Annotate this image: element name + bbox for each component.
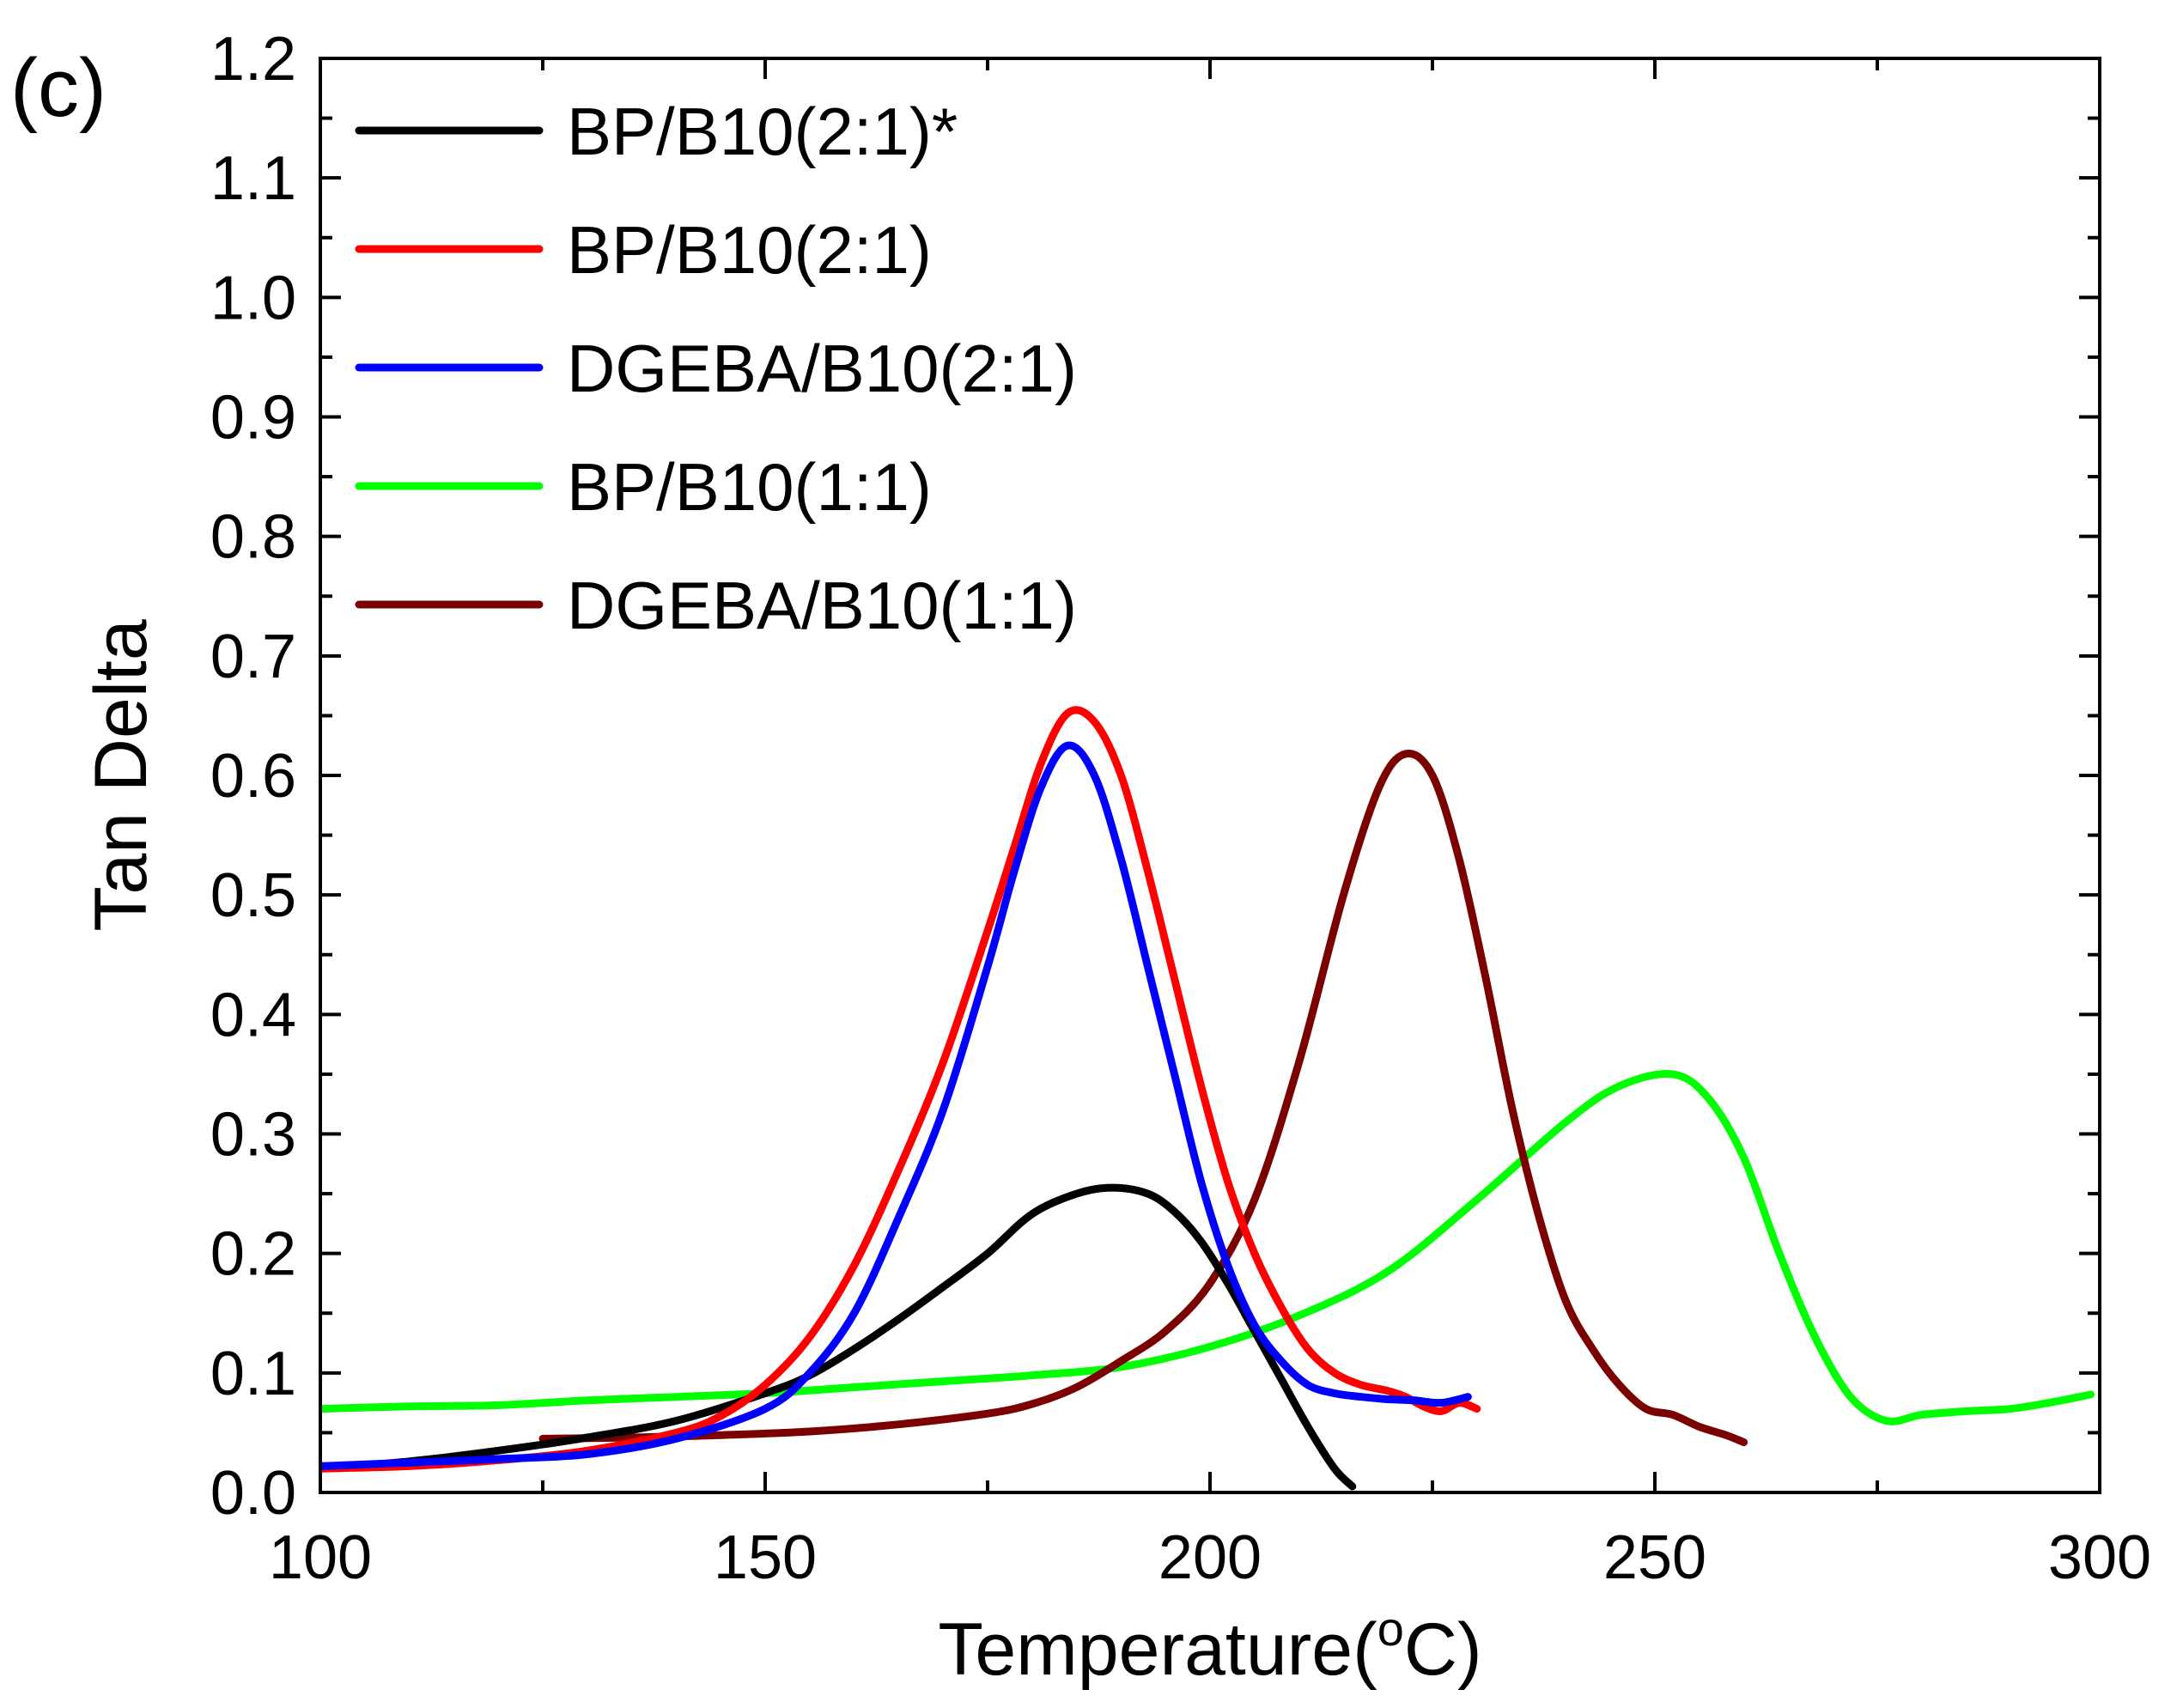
x-axis-title-unit: C): [1404, 1608, 1482, 1691]
legend-label-3: BP/B10(1:1): [567, 449, 932, 525]
y-tick-label: 1.0: [210, 264, 296, 332]
series-line-3: [320, 1069, 2095, 1425]
legend-label-0: BP/B10(2:1)*: [567, 94, 958, 169]
y-tick-label: 0.5: [210, 861, 296, 930]
legend-label-2: DGEBA/B10(2:1): [567, 331, 1077, 406]
tick-layer: 100 150 200 250 300 0.0 0.1 0.2 0.3 0.4 0.5 0.6 0.7 0…: [210, 25, 2151, 1592]
x-tick-label: 100: [269, 1523, 372, 1592]
x-axis-title-superscript: o: [1377, 1602, 1404, 1656]
legend-label-1: BP/B10(2:1): [567, 212, 932, 288]
series-line-2: [320, 741, 1472, 1470]
x-tick-label: 250: [1603, 1523, 1706, 1592]
y-tick-label: 0.2: [210, 1220, 296, 1289]
y-tick-label: 0.9: [210, 384, 296, 453]
y-tick-label: 0.0: [210, 1459, 296, 1528]
series-layer: [320, 706, 2095, 1491]
x-axis-title: Temperature(oC): [938, 1602, 1481, 1691]
y-tick-label: 0.6: [210, 742, 296, 811]
x-tick-label: 200: [1158, 1523, 1262, 1592]
x-tick-label: 150: [714, 1523, 817, 1592]
y-tick-label: 0.4: [210, 981, 296, 1049]
x-tick-label: 300: [2048, 1523, 2151, 1592]
panel-label: (c): [10, 42, 106, 134]
legend: BP/B10(2:1)* BP/B10(2:1) DGEBA/B10(2:1) BP/…: [355, 94, 1077, 643]
y-tick-label: 0.8: [210, 503, 296, 572]
y-tick-label: 0.3: [210, 1101, 296, 1170]
series-line-4: [538, 750, 1748, 1446]
y-tick-label: 1.1: [210, 144, 296, 213]
y-tick-label: 0.7: [210, 623, 296, 691]
x-axis-title-main: Temperature(: [938, 1608, 1377, 1691]
series-line-1: [320, 706, 1481, 1473]
y-axis-title: Tan Delta: [80, 619, 162, 931]
y-tick-label: 1.2: [210, 25, 296, 94]
legend-label-4: DGEBA/B10(1:1): [567, 568, 1077, 643]
y-tick-label: 0.1: [210, 1340, 296, 1408]
